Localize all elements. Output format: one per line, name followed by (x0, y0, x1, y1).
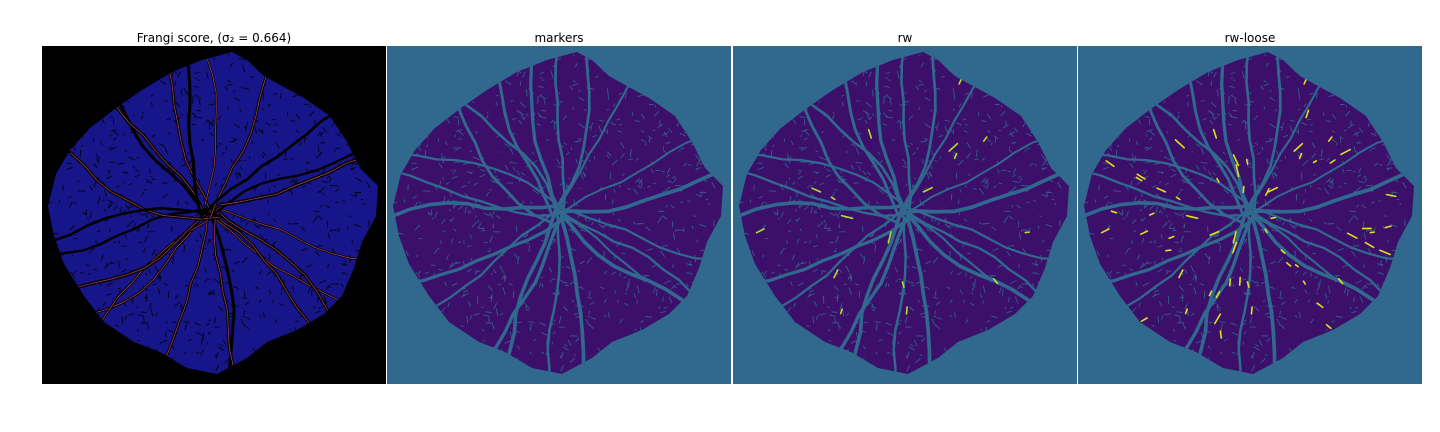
highlight-segment (1174, 139, 1185, 149)
highlight-segment (1305, 109, 1310, 119)
highlight-segment (922, 186, 933, 193)
highlight-segment (1280, 249, 1286, 254)
highlight-segment (1294, 264, 1299, 268)
panel-title: rw-loose (1224, 31, 1276, 45)
highlight-segment (830, 196, 836, 201)
highlight-segment (887, 231, 892, 244)
highlight-segment (901, 281, 905, 288)
highlight-segment (1340, 148, 1352, 156)
highlight-segment (1327, 136, 1333, 142)
highlight-segment (1286, 262, 1292, 267)
highlight-segment (867, 128, 873, 139)
highlight-segment (1110, 210, 1118, 214)
highlight-segment (840, 214, 854, 220)
highlight-segment (1379, 249, 1392, 256)
highlight-segment (953, 152, 958, 160)
highlight-segment (1185, 214, 1199, 220)
highlight-segment (948, 142, 959, 152)
highlight-segment (1135, 176, 1143, 182)
highlight-segment (982, 136, 988, 142)
highlight-segment (1136, 173, 1146, 180)
highlight-segment (1100, 228, 1110, 234)
panel-rw-loose: rw-loose (1078, 30, 1422, 384)
highlight-segment (811, 187, 822, 193)
highlight-segment (1232, 154, 1240, 167)
highlight-segment (1312, 160, 1318, 164)
vessel-texture (739, 52, 1069, 374)
panel-frangi: Frangi score, (σ₂ = 0.664) (42, 30, 386, 384)
highlight-segment (1235, 164, 1240, 178)
highlight-segment (1242, 185, 1245, 194)
highlight-segment (1232, 231, 1237, 244)
frangi-score-image (42, 46, 386, 384)
vessel-texture (1084, 52, 1414, 374)
highlight-segment (1139, 230, 1149, 235)
highlight-segment (1208, 290, 1213, 297)
highlight-segment (1246, 281, 1250, 288)
highlight-segment (1209, 230, 1220, 236)
highlight-segment (755, 228, 765, 234)
panel-title: rw (897, 31, 913, 45)
highlight-segment (1149, 212, 1155, 216)
highlight-segment (839, 308, 843, 315)
highlight-segment (1293, 142, 1304, 152)
highlight-segment (1214, 313, 1222, 325)
highlight-segment (1270, 216, 1277, 220)
highlight-segment (1140, 317, 1148, 323)
highlight-segment (1168, 235, 1175, 239)
panel-title: markers (534, 31, 584, 45)
highlight-segment (1267, 186, 1278, 193)
panel-rw: rw (733, 30, 1077, 384)
panel-title: Frangi score, (σ₂ = 0.664) (136, 31, 292, 45)
highlight-segment (1105, 160, 1115, 168)
highlight-segment (833, 269, 839, 279)
rw-image (733, 46, 1077, 384)
highlight-segment (1156, 187, 1167, 193)
vessel-texture (393, 52, 723, 374)
highlight-segment (1215, 291, 1221, 299)
highlight-segment (1316, 302, 1324, 309)
highlight-segment (1325, 323, 1332, 330)
highlight-segment (1329, 159, 1336, 164)
highlight-segment (1178, 269, 1184, 279)
highlight-segment (1364, 241, 1375, 249)
highlight-segment (1212, 128, 1218, 139)
highlight-segment (1265, 188, 1270, 197)
highlight-segment (1302, 280, 1306, 285)
highlight-segment (1232, 241, 1238, 254)
highlight-segment (905, 306, 908, 315)
highlight-segment (1165, 249, 1172, 252)
markers-image (387, 46, 731, 384)
highlight-segment (1245, 158, 1249, 165)
highlight-segment (1228, 278, 1232, 287)
highlight-segment (992, 278, 999, 285)
highlight-segment (1264, 228, 1268, 234)
highlight-segment (1219, 330, 1223, 339)
panel-markers: markers (387, 30, 731, 384)
highlight-segment (1298, 152, 1303, 160)
highlight-segment (1175, 196, 1181, 201)
vessel-texture (48, 52, 378, 374)
highlight-segment (1384, 225, 1392, 229)
rw-loose-image (1078, 46, 1422, 384)
highlight-segment (1216, 177, 1220, 183)
highlight-segment (1238, 276, 1241, 286)
highlight-segment (1337, 278, 1344, 285)
highlight-segment (1385, 193, 1397, 198)
highlight-segment (1250, 306, 1253, 315)
highlight-segment (1184, 308, 1188, 315)
highlight-segment (1346, 232, 1358, 239)
